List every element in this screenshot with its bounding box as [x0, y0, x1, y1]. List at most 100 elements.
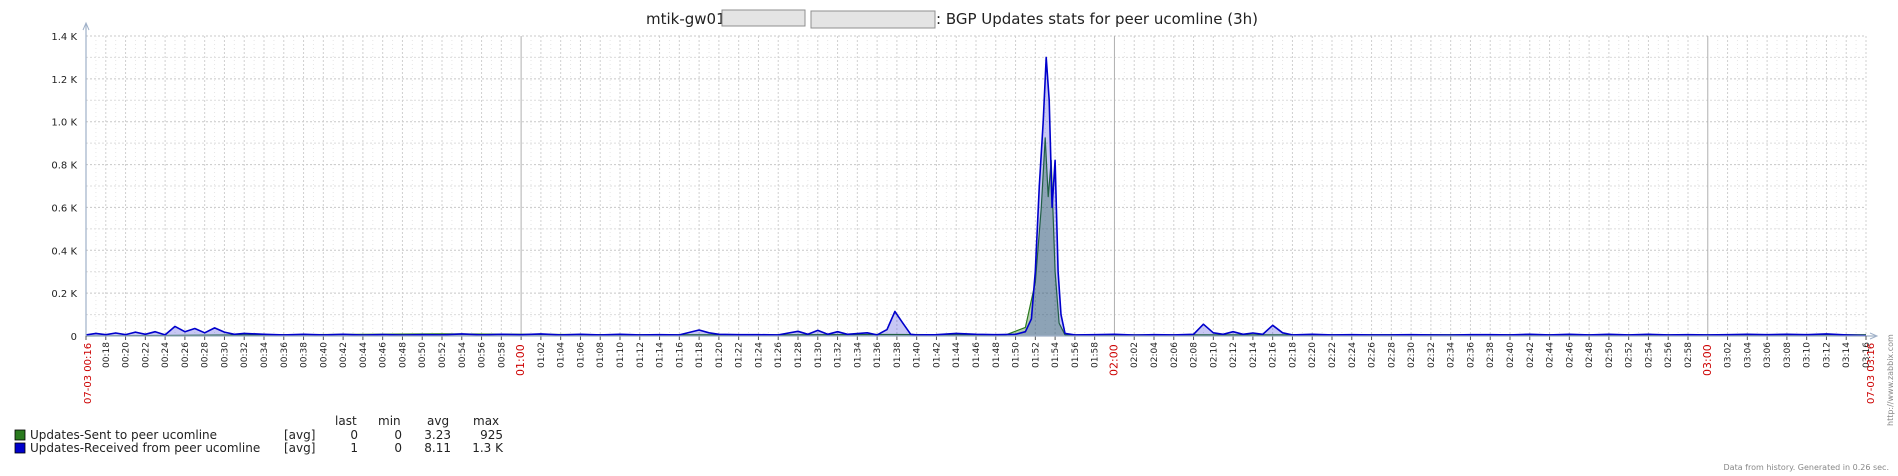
- legend-min-received: 0: [394, 441, 402, 455]
- legend-max-received: 1.3 K: [472, 441, 504, 455]
- x-tick-label: 00:36: [280, 342, 290, 368]
- x-tick-label: 01:24: [754, 342, 764, 368]
- x-tick-label: 03:02: [1724, 342, 1734, 368]
- x-tick-label: 01:04: [557, 342, 567, 368]
- y-tick-labels: 0 0.2 K 0.4 K 0.6 K 0.8 K 1.0 K 1.2 K 1.4 K: [51, 32, 77, 343]
- legend-header-min: min: [378, 414, 401, 428]
- x-tick-label: 02:10: [1209, 342, 1219, 368]
- x-tick-label: 03:08: [1783, 342, 1793, 368]
- legend-func-received: [avg]: [284, 441, 315, 455]
- x-tick-label: 01:16: [675, 342, 685, 368]
- x-tick-label: 02:58: [1684, 342, 1694, 368]
- x-tick-label: 00:52: [438, 342, 448, 368]
- x-tick-label: 03:14: [1842, 342, 1852, 368]
- x-tick-label: 01:38: [893, 342, 903, 368]
- x-tick-label: 01:54: [1051, 342, 1061, 368]
- legend-header-avg: avg: [427, 414, 449, 428]
- x-tick-label: 00:42: [339, 342, 349, 368]
- legend-swatch-received: [14, 442, 26, 454]
- x-start-label: 07-03 00:16: [83, 343, 94, 404]
- x-tick-label: 01:00: [514, 344, 527, 376]
- legend-swatch-sent: [14, 429, 26, 441]
- y-tick-label: 1.4 K: [51, 32, 77, 43]
- x-tick-label: 03:10: [1803, 342, 1813, 368]
- x-tick-label: 00:56: [478, 342, 488, 368]
- x-tick-label: 00:24: [161, 342, 171, 368]
- x-tick-label: 01:30: [814, 342, 824, 368]
- x-tick-label: 01:32: [834, 342, 844, 368]
- x-tick-label: 01:44: [952, 342, 962, 368]
- x-tick-label: 03:06: [1763, 342, 1773, 368]
- x-tick-labels: 00:18 00:20 00:22 00:24 00:26 00:28 00:30 00:32…: [102, 342, 1872, 376]
- x-tick-label: 00:34: [260, 342, 270, 368]
- legend-name-received: Updates-Received from peer ucomline: [30, 441, 260, 455]
- legend-row-received: Updates-Received from peer ucomline [avg…: [14, 441, 504, 455]
- x-axis-arrow: [1869, 332, 1879, 340]
- x-tick-label: 02:40: [1506, 342, 1516, 368]
- x-tick-label: 01:22: [735, 342, 745, 368]
- x-tick-label: 01:34: [853, 342, 863, 368]
- x-tick-label: 01:02: [537, 342, 547, 368]
- x-tick-label: 02:32: [1427, 342, 1437, 368]
- x-tick-label: 01:26: [774, 342, 784, 368]
- plot-area: 0 0.2 K 0.4 K 0.6 K 0.8 K 1.0 K 1.2 K 1.4 K 00:…: [51, 21, 1879, 376]
- x-tick-label: 03:12: [1822, 342, 1832, 368]
- y-tick-label: 1.0 K: [51, 118, 77, 129]
- x-tick-label: 02:36: [1466, 342, 1476, 368]
- y-tick-label: 0.4 K: [51, 246, 77, 257]
- x-tick-label: 01:20: [715, 342, 725, 368]
- x-tick-label: 02:18: [1288, 342, 1298, 368]
- x-tick-label: 00:50: [418, 342, 428, 368]
- x-tick-label: 02:12: [1229, 342, 1239, 368]
- x-tick-label: 00:58: [497, 342, 507, 368]
- zabbix-credit[interactable]: http://www.zabbix.com: [1886, 334, 1895, 426]
- x-tick-label: 02:56: [1664, 342, 1674, 368]
- x-tick-label: 00:54: [458, 342, 468, 368]
- x-tick-label: 00:20: [122, 342, 132, 368]
- x-tick-label: 00:18: [102, 342, 112, 368]
- x-tick-label: 01:28: [794, 342, 804, 368]
- legend-header-max: max: [473, 414, 499, 428]
- y-tick-label: 0.8 K: [51, 161, 77, 172]
- x-tick-label: 02:04: [1150, 342, 1160, 368]
- x-tick-label: 02:06: [1170, 342, 1180, 368]
- x-tick-label: 01:08: [596, 342, 606, 368]
- y-tick-label: 0: [71, 332, 77, 343]
- x-tick-label: 01:56: [1071, 342, 1081, 368]
- x-tick-label: 02:54: [1644, 342, 1654, 368]
- x-tick-label: 02:08: [1190, 342, 1200, 368]
- x-tick-label: 00:40: [319, 342, 329, 368]
- x-end-label: 07-03 03:16: [1866, 343, 1877, 404]
- x-tick-label: 01:14: [656, 342, 666, 368]
- x-tick-label: 03:00: [1701, 344, 1714, 376]
- x-tick-label: 01:58: [1091, 342, 1101, 368]
- x-tick-label: 01:40: [913, 342, 923, 368]
- x-tick-label: 02:14: [1249, 342, 1259, 368]
- x-tick-label: 02:02: [1130, 342, 1140, 368]
- x-tick-label: 02:24: [1348, 342, 1358, 368]
- x-tick-label: 02:46: [1565, 342, 1575, 368]
- series-layer: [85, 56, 1867, 337]
- x-tick-label: 01:12: [636, 342, 646, 368]
- legend-min-sent: 0: [394, 428, 402, 442]
- y-axis-arrow: [82, 21, 90, 31]
- footer-note: Data from history. Generated in 0.26 sec…: [1724, 463, 1889, 472]
- x-tick-label: 02:28: [1387, 342, 1397, 368]
- x-tick-label: 03:16: [1862, 342, 1872, 368]
- x-tick-label: 01:18: [695, 342, 705, 368]
- legend-last-sent: 0: [350, 428, 358, 442]
- x-tick-label: 02:30: [1407, 342, 1417, 368]
- x-tick-label: 02:16: [1269, 342, 1279, 368]
- legend-name-sent: Updates-Sent to peer ucomline: [30, 428, 217, 442]
- x-tick-label: 01:42: [932, 342, 942, 368]
- legend-avg-received: 8.11: [424, 441, 451, 455]
- x-tick-label: 01:10: [616, 342, 626, 368]
- x-tick-label: 00:32: [240, 342, 250, 368]
- x-tick-label: 01:50: [1012, 342, 1022, 368]
- x-tick-label: 00:30: [220, 342, 230, 368]
- legend-header-last: last: [335, 414, 357, 428]
- title-prefix: mtik-gw01: [646, 10, 726, 28]
- x-tick-label: 02:44: [1546, 342, 1556, 368]
- y-tick-label: 0.6 K: [51, 203, 77, 214]
